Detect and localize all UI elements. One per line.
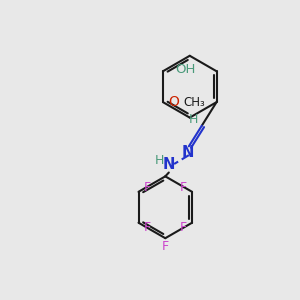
Text: H: H [155,154,164,167]
Text: CH₃: CH₃ [183,96,205,109]
Text: H: H [188,113,198,126]
Text: OH: OH [175,63,196,76]
Text: F: F [144,181,151,194]
Text: F: F [180,181,187,194]
Text: F: F [144,221,151,234]
Text: N: N [163,158,175,172]
Text: O: O [168,95,179,109]
Text: N: N [182,145,194,160]
Text: F: F [162,240,169,253]
Text: F: F [180,221,187,234]
